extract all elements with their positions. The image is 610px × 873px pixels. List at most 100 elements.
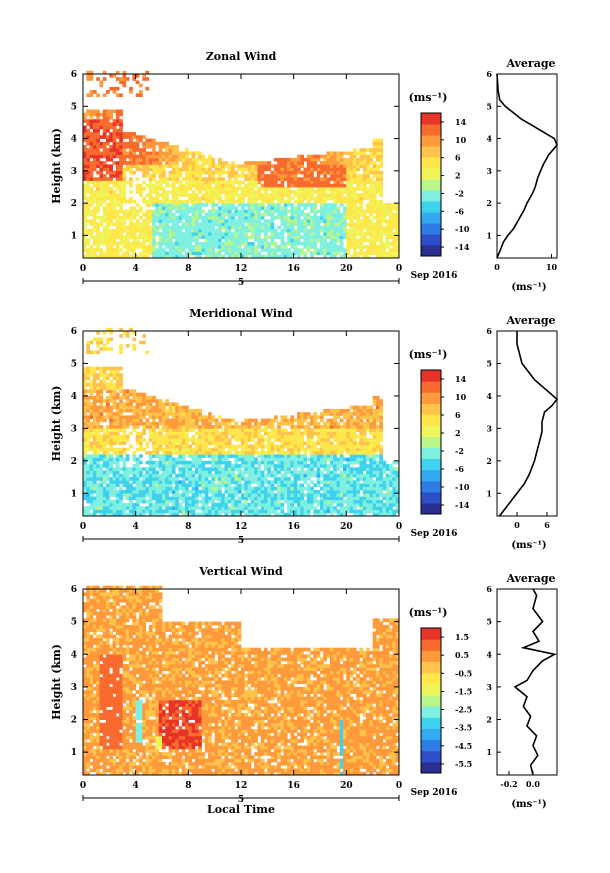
heatmap-cell bbox=[185, 412, 189, 416]
heatmap-cell bbox=[168, 148, 173, 152]
heatmap-cell bbox=[92, 164, 97, 168]
heatmap-cell bbox=[115, 112, 120, 117]
heatmap-cell bbox=[122, 212, 127, 217]
heatmap-cell bbox=[234, 503, 239, 507]
heatmap-cell bbox=[254, 457, 258, 462]
heatmap-cell bbox=[96, 190, 100, 194]
heatmap-cell bbox=[237, 251, 242, 256]
heatmap-cell bbox=[277, 183, 281, 188]
heatmap-cell bbox=[129, 245, 133, 249]
heatmap-cell bbox=[306, 170, 311, 175]
heatmap-cell bbox=[122, 457, 127, 462]
heatmap-cell bbox=[234, 248, 239, 252]
heatmap-cell bbox=[96, 438, 100, 442]
heatmap-cell bbox=[244, 245, 248, 249]
heatmap-cell bbox=[224, 473, 229, 478]
heatmap-cell bbox=[349, 180, 354, 185]
heatmap-cell bbox=[290, 164, 295, 168]
heatmap-cell bbox=[237, 164, 242, 168]
heatmap-cell bbox=[162, 180, 166, 185]
heatmap-cell bbox=[250, 454, 255, 458]
heatmap-cell bbox=[83, 170, 87, 175]
heatmap-cell bbox=[122, 415, 127, 419]
heatmap-cell bbox=[102, 254, 107, 259]
heatmap-cell bbox=[283, 209, 288, 214]
heatmap-cell bbox=[198, 444, 202, 449]
heatmap-cell bbox=[162, 157, 166, 162]
heatmap-cell bbox=[178, 457, 183, 462]
heatmap-cell bbox=[293, 434, 298, 439]
heatmap-cell bbox=[234, 251, 239, 256]
heatmap-cell bbox=[231, 170, 235, 175]
heatmap-cell bbox=[300, 228, 304, 233]
heatmap-cell bbox=[313, 183, 318, 188]
heatmap-cell bbox=[175, 503, 179, 507]
heatmap-cell bbox=[352, 164, 357, 168]
heatmap-cell bbox=[194, 157, 199, 162]
heatmap-cell bbox=[125, 132, 130, 136]
heatmap-cell bbox=[237, 483, 242, 488]
heatmap-cell bbox=[303, 157, 308, 162]
heatmap-cell bbox=[273, 167, 278, 172]
heatmap-cell bbox=[270, 225, 275, 230]
heatmap-cell bbox=[181, 235, 186, 239]
heatmap-cell bbox=[92, 138, 97, 143]
heatmap-cell bbox=[106, 125, 110, 130]
heatmap-cell bbox=[158, 486, 163, 491]
heatmap-cell bbox=[277, 245, 281, 249]
heatmap-cell bbox=[326, 161, 331, 165]
heatmap-cell bbox=[280, 216, 285, 220]
heatmap-cell bbox=[162, 493, 166, 497]
heatmap-cell bbox=[86, 509, 90, 514]
heatmap-cell bbox=[290, 503, 295, 507]
heatmap-cell bbox=[158, 187, 163, 191]
heatmap-cell bbox=[188, 164, 192, 168]
heatmap-cell bbox=[313, 167, 318, 172]
heatmap-cell bbox=[250, 225, 255, 230]
heatmap-cell bbox=[313, 209, 318, 214]
heatmap-cell bbox=[218, 219, 222, 223]
heatmap-cell bbox=[102, 493, 107, 497]
heatmap-cell bbox=[326, 222, 331, 227]
heatmap-cell bbox=[244, 483, 248, 488]
heatmap-cell bbox=[250, 164, 255, 168]
heatmap-cell bbox=[175, 499, 179, 504]
heatmap-cell bbox=[283, 480, 288, 484]
heatmap-cell bbox=[379, 216, 383, 220]
heatmap-cell bbox=[270, 486, 275, 491]
heatmap-cell bbox=[369, 180, 374, 185]
heatmap-cell bbox=[218, 254, 222, 259]
heatmap-cell bbox=[181, 428, 186, 432]
heatmap-cell bbox=[287, 174, 291, 178]
heatmap-cell bbox=[208, 460, 212, 465]
heatmap-cell bbox=[139, 90, 143, 94]
heatmap-cell bbox=[139, 467, 143, 471]
heatmap-cell bbox=[241, 199, 245, 204]
heatmap-cell bbox=[86, 183, 90, 188]
heatmap-cell bbox=[142, 228, 146, 233]
heatmap-cell bbox=[277, 164, 281, 168]
heatmap-cell bbox=[96, 457, 100, 462]
heatmap-cell bbox=[178, 483, 183, 488]
heatmap-cell bbox=[191, 170, 196, 175]
heatmap-cell bbox=[122, 490, 127, 494]
heatmap-cell bbox=[234, 228, 239, 233]
heatmap-cell bbox=[112, 122, 117, 126]
heatmap-cell bbox=[89, 431, 94, 436]
heatmap-cell bbox=[191, 470, 196, 475]
heatmap-cell bbox=[86, 493, 90, 497]
heatmap-cell bbox=[277, 483, 281, 488]
heatmap-cell bbox=[208, 177, 212, 181]
heatmap-cell bbox=[106, 454, 110, 458]
heatmap-cell bbox=[323, 212, 327, 217]
heatmap-cell bbox=[244, 506, 248, 510]
heatmap-cell bbox=[320, 167, 324, 172]
heatmap-cell bbox=[208, 431, 212, 436]
heatmap-cell bbox=[234, 499, 239, 504]
heatmap-cell bbox=[224, 509, 229, 514]
heatmap-cell bbox=[168, 212, 173, 217]
heatmap-cell bbox=[303, 216, 308, 220]
heatmap-cell bbox=[109, 154, 113, 159]
heatmap-cell bbox=[237, 509, 242, 514]
heatmap-cell bbox=[96, 441, 100, 445]
